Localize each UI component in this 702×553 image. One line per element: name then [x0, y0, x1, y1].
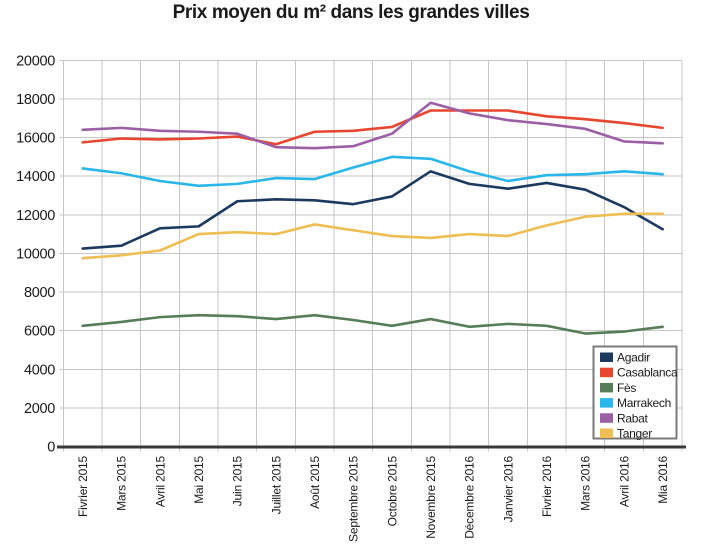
x-tick-label: Fivrier 2016 [540, 455, 554, 516]
series-lines [81, 101, 664, 335]
legend-label-rabat: Rabat [617, 411, 648, 425]
legend-swatch-rabat [600, 413, 613, 423]
y-tick-label: 0 [47, 440, 55, 456]
x-tick-label: Juillet 2015 [269, 455, 283, 514]
series-line-fès [81, 313, 664, 335]
y-tick-label: 10000 [16, 246, 55, 262]
x-tick-label: Mai 2015 [192, 455, 206, 503]
x-tick-label: Juin 2015 [231, 455, 245, 506]
y-tick-label: 6000 [24, 324, 55, 340]
legend-box [592, 345, 678, 440]
y-tick-label: 4000 [24, 362, 55, 378]
chart-title: Prix moyen du m² dans les grandes villes [172, 2, 530, 23]
legend-swatch-tanger [600, 428, 613, 438]
legend-label-casablanca: Casablanca [617, 366, 678, 380]
y-tick-label: 16000 [16, 131, 55, 147]
x-tick-label: Novembre 2015 [424, 455, 438, 538]
legend-swatch-agadir [600, 352, 613, 362]
x-tick-label: Janvier 2016 [501, 455, 515, 522]
x-tick-label: Octobre 2015 [385, 455, 399, 526]
legend-label-fès: Fès [617, 381, 636, 395]
y-tick-label: 2000 [24, 401, 55, 417]
x-tick-label: Décembre 2016 [463, 455, 477, 538]
x-tick-label: Août 2015 [308, 455, 322, 508]
y-tick-label: 20000 [16, 53, 55, 69]
x-axis-labels: Fivrier 2015 Mars 2015 Avril 2015 Mai 2015 J… [76, 455, 670, 541]
series-line-rabat [81, 101, 664, 150]
legend-swatch-fès [600, 382, 613, 393]
x-tick-label: Fivrier 2015 [76, 455, 90, 516]
x-tick-label: Avril 2015 [153, 455, 167, 507]
series-line-tanger [81, 212, 664, 260]
legend-label-marrakech: Marrakech [617, 396, 671, 410]
legend-label-agadir: Agadir [617, 351, 650, 365]
x-tick-label: Mars 2016 [579, 455, 593, 510]
series-line-marrakech [81, 155, 664, 188]
y-tick-label: 12000 [16, 208, 55, 224]
x-tick-label: Mars 2015 [115, 455, 129, 510]
series-line-casablanca [81, 109, 664, 146]
x-tick-label: Mia 2016 [656, 455, 670, 503]
legend-swatch-casablanca [600, 367, 613, 378]
legend-label-tanger: Tanger [617, 427, 652, 441]
y-axis-labels: 0 2000 4000 6000 8000 10000 12000 14000 16000 180… [16, 53, 55, 455]
y-tick-label: 8000 [24, 285, 55, 301]
y-tick-label: 14000 [16, 169, 55, 185]
x-tick-label: Septembre 2015 [347, 455, 361, 541]
gridlines [59, 59, 683, 452]
y-tick-label: 18000 [16, 92, 55, 108]
x-tick-label: Avril 2016 [617, 455, 631, 507]
series-line-agadir [81, 170, 664, 250]
legend-swatch-marrakech [600, 398, 613, 408]
